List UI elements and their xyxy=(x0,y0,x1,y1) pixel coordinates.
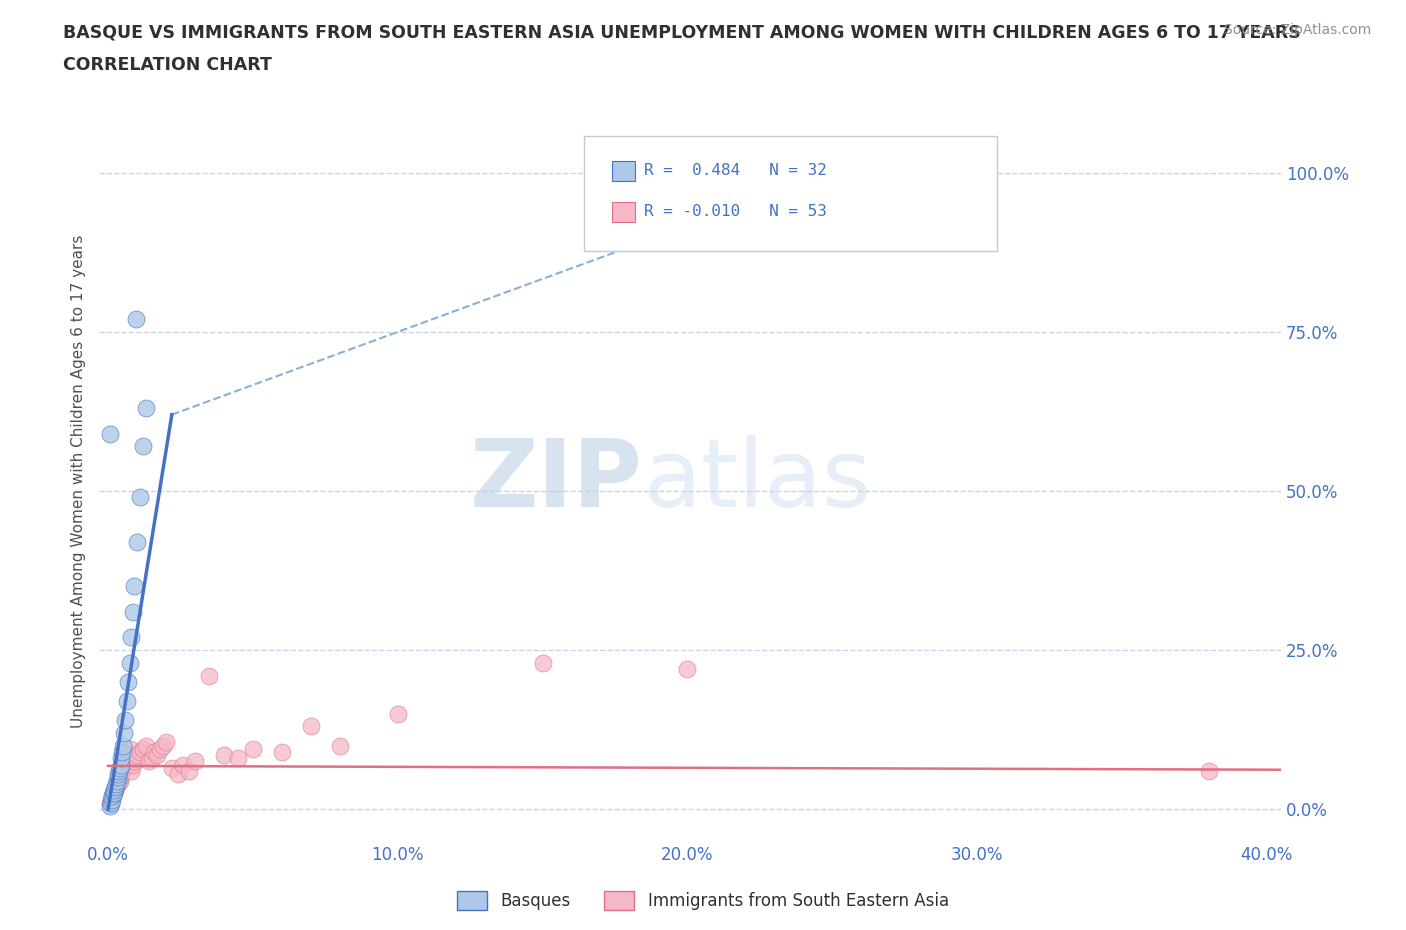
Point xyxy=(179,764,201,778)
Point xyxy=(160,761,183,776)
Point xyxy=(122,579,145,594)
Point xyxy=(104,779,127,794)
Point xyxy=(198,668,221,683)
Point xyxy=(100,795,122,810)
Point xyxy=(124,312,146,326)
Point xyxy=(117,674,139,689)
Point xyxy=(121,604,143,619)
Point xyxy=(103,783,125,798)
Y-axis label: Unemployment Among Women with Children Ages 6 to 17 years: Unemployment Among Women with Children A… xyxy=(72,234,86,728)
Point xyxy=(125,748,148,763)
Legend: Basques, Immigrants from South Eastern Asia: Basques, Immigrants from South Eastern A… xyxy=(451,884,955,917)
Point xyxy=(101,789,124,804)
Point xyxy=(1198,764,1220,778)
Point xyxy=(100,792,122,807)
Point xyxy=(117,748,139,763)
Point xyxy=(108,764,131,778)
Point xyxy=(107,766,129,781)
Point xyxy=(122,754,145,769)
Point xyxy=(105,773,128,788)
Point xyxy=(141,751,163,765)
FancyBboxPatch shape xyxy=(583,137,997,251)
Text: R =  0.484   N = 32: R = 0.484 N = 32 xyxy=(644,164,827,179)
Point xyxy=(129,744,152,759)
Point xyxy=(531,656,554,671)
Point xyxy=(132,439,155,454)
Point xyxy=(135,401,157,416)
Point xyxy=(138,754,160,769)
Point xyxy=(100,792,122,807)
Point xyxy=(103,788,125,803)
Point xyxy=(387,706,409,721)
Point xyxy=(105,779,128,794)
FancyBboxPatch shape xyxy=(612,202,636,221)
Point xyxy=(108,773,131,788)
Point xyxy=(155,735,177,750)
Text: ZIP: ZIP xyxy=(470,435,643,527)
Point xyxy=(105,777,128,791)
Text: BASQUE VS IMMIGRANTS FROM SOUTH EASTERN ASIA UNEMPLOYMENT AMONG WOMEN WITH CHILD: BASQUE VS IMMIGRANTS FROM SOUTH EASTERN … xyxy=(63,23,1301,41)
Point xyxy=(115,751,138,765)
Point xyxy=(270,744,292,759)
Point xyxy=(114,712,136,727)
Point xyxy=(110,757,132,772)
Point xyxy=(120,764,142,778)
Point xyxy=(115,694,138,709)
Point xyxy=(107,777,129,791)
Point xyxy=(105,777,128,792)
Point xyxy=(100,799,122,814)
Point xyxy=(120,630,142,644)
Point xyxy=(110,770,132,785)
Text: CORRELATION CHART: CORRELATION CHART xyxy=(63,56,273,73)
Point xyxy=(103,786,125,801)
Point xyxy=(242,741,264,756)
Point xyxy=(121,757,143,772)
Point xyxy=(104,783,127,798)
Text: R = -0.010   N = 53: R = -0.010 N = 53 xyxy=(644,205,827,219)
Point xyxy=(149,741,172,756)
Point xyxy=(103,784,125,799)
Point xyxy=(107,770,129,785)
Point xyxy=(152,738,174,753)
Point xyxy=(143,744,166,759)
Point xyxy=(129,490,152,505)
Point xyxy=(108,761,131,776)
Point xyxy=(112,725,135,740)
Point xyxy=(118,656,141,671)
Point xyxy=(124,751,146,765)
Point xyxy=(108,775,131,790)
Point xyxy=(111,764,134,778)
Point xyxy=(184,754,207,769)
Point xyxy=(103,786,125,801)
Point xyxy=(101,789,124,804)
Point xyxy=(111,744,134,759)
Point xyxy=(111,738,134,753)
Point xyxy=(110,766,132,781)
Point xyxy=(100,426,122,441)
Point xyxy=(110,751,132,765)
Point xyxy=(172,757,194,772)
Point xyxy=(135,738,157,753)
Point xyxy=(125,535,148,550)
Point xyxy=(329,738,352,753)
FancyBboxPatch shape xyxy=(612,161,636,180)
Point xyxy=(103,786,125,801)
Point xyxy=(100,790,122,805)
Point xyxy=(146,748,169,763)
Point xyxy=(118,741,141,756)
Point xyxy=(98,795,121,810)
Point xyxy=(132,741,155,756)
Point xyxy=(212,748,235,763)
Point xyxy=(299,719,322,734)
Point xyxy=(166,766,188,781)
Point xyxy=(676,662,699,677)
Text: Source: ZipAtlas.com: Source: ZipAtlas.com xyxy=(1223,23,1371,37)
Point xyxy=(228,751,250,765)
Text: atlas: atlas xyxy=(643,435,872,527)
Point xyxy=(111,761,134,776)
Point xyxy=(112,757,135,772)
Point xyxy=(114,754,136,769)
